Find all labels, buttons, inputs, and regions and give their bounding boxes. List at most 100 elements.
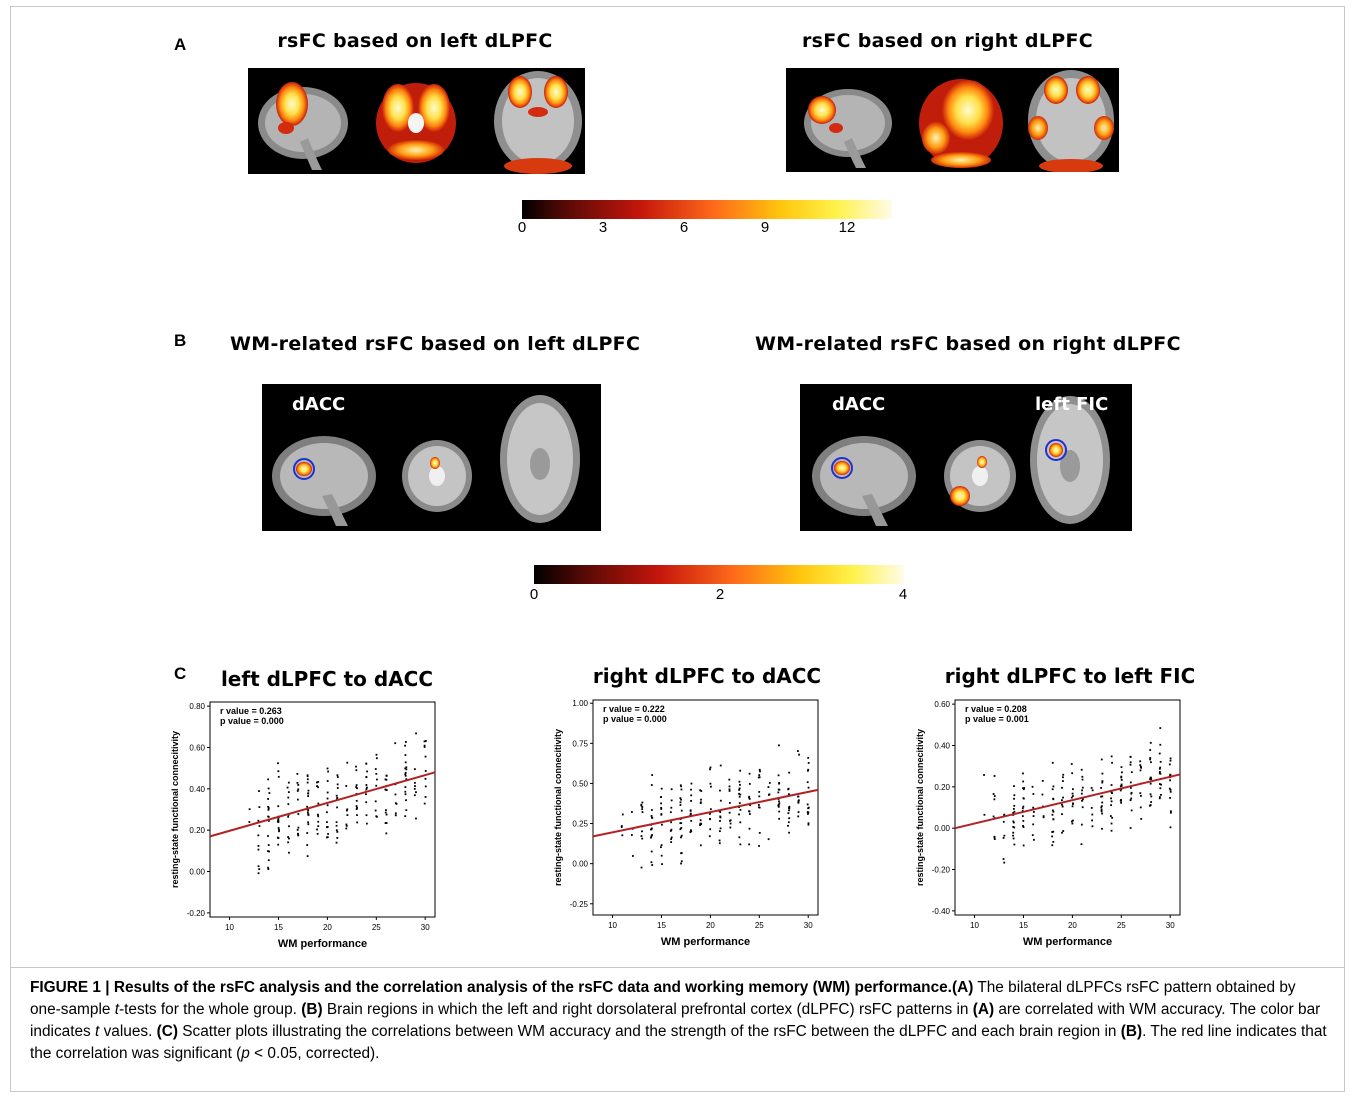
scatter-point [728,778,731,781]
scatter-point [307,809,310,812]
scatter-point [1100,758,1103,761]
scatter-point [738,836,741,839]
scatter-point [690,829,692,832]
scatter-point [1062,773,1065,776]
scatter-point [1081,786,1084,789]
scatter-point [385,813,388,816]
scatter-point [306,775,309,778]
scatter-point [1022,826,1025,829]
scatter-point [317,780,320,783]
y-tick-label: 0.60 [934,700,950,709]
scatter-point [641,801,644,804]
scatter-point [394,742,397,745]
figure-frame [10,6,1345,1092]
scatter-point [1149,758,1151,761]
scatter-point [739,783,741,786]
regression-line [592,788,819,838]
scatter-point [767,786,770,788]
scatter-point [326,804,329,807]
scatter-point [807,762,810,764]
scatter-point [317,786,319,789]
scatter-point [356,814,358,816]
panel-a-right-brain-svg [804,70,1114,172]
scatter-point [404,786,407,788]
scatter-point [729,822,732,825]
scatter-point [1041,779,1044,782]
scatter-point [257,872,260,875]
scatter-point [640,866,643,869]
scatter-point [1021,807,1024,810]
scatter-point [404,793,407,796]
scatter-point [355,808,358,811]
scatter-point [375,753,378,756]
stat-label: r value = 0.263 [220,706,282,716]
panel-b-right-brain-images [800,384,1132,531]
scatter-point [327,833,329,835]
panel-a-left-brain-svg [258,71,582,174]
scatter-point [651,827,653,830]
scatter-point [335,794,338,797]
scatter-point [728,811,731,814]
scatter-point [788,817,791,820]
scatter-point [404,741,407,743]
scatter-point [345,824,348,827]
scatter-point [356,821,359,824]
scatter-point [375,784,378,787]
y-axis-label: resting-state functional connecitivity [915,729,925,886]
scatter-point [1041,793,1044,796]
scatter-point [1160,783,1163,786]
scatter-point [1072,819,1074,822]
scatter-point [404,790,407,793]
scatter-point [306,811,309,814]
scatter-point [385,809,387,812]
scatter-point [414,785,416,787]
scatter-point [787,812,790,815]
scatter-point [1169,788,1172,791]
scatter-point [1031,834,1034,837]
scatter-point [1022,772,1024,775]
scatter-point [1032,811,1035,813]
scatter-point [680,852,683,854]
scatter-point [404,773,407,776]
scatter-point [640,804,643,807]
scatter-point [336,774,339,777]
x-tick-label: 15 [1019,921,1028,930]
scatter-point [728,788,731,791]
scatter-point [1110,800,1113,803]
scatter-point [739,843,742,846]
scatter-point [336,806,338,809]
scatter-point [1150,777,1152,779]
scatter-point [788,809,790,812]
scatter-point [277,805,280,808]
scatter-point [1012,821,1015,824]
scatter-point [788,805,791,808]
scatter-point [326,811,328,814]
scatter-point [1013,794,1016,797]
scatter-point [1051,831,1054,833]
scatter-point [620,825,623,827]
scatter-point [748,772,751,775]
scatter-point [1080,792,1083,795]
scatter-point [806,781,809,784]
y-tick-label: -0.20 [932,866,951,875]
scatter-point [287,803,290,806]
scatter-point [1158,797,1161,800]
scatter-point [709,828,712,831]
scatter-point [394,793,397,796]
x-tick-label: 30 [421,923,430,932]
scatter-point [365,822,368,825]
scatter-point [1051,761,1054,764]
scatter-point [719,789,721,792]
scatter-point [1101,801,1104,804]
scatter-point [651,864,654,866]
scatter-point [689,813,692,816]
scatter-point [806,769,809,772]
scatter-point [1022,844,1025,847]
scatter-point [1101,780,1104,783]
scatter-point [661,863,663,866]
scatter-point [345,809,348,812]
scatter-point [660,802,662,805]
scatter-point [415,817,417,820]
caption-italic: t [114,1001,119,1018]
scatter-point [1033,838,1035,841]
